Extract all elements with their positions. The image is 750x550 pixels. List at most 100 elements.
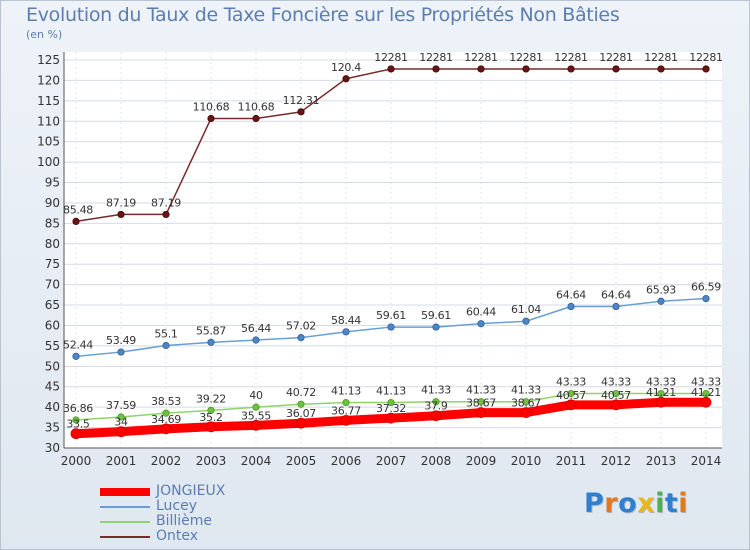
x-tick-label: 2001: [106, 454, 137, 468]
data-point: [702, 65, 710, 73]
data-label: 87.19: [151, 196, 181, 209]
data-label: 41.33: [421, 384, 451, 397]
y-tick-label: 50: [45, 359, 60, 373]
x-tick-label: 2012: [601, 454, 632, 468]
legend-item-billieme: Billième: [100, 514, 225, 529]
data-point: [207, 114, 215, 123]
data-label: 120.4: [331, 61, 361, 74]
x-tick-label: 2014: [691, 454, 722, 468]
y-tick-label: 70: [45, 278, 60, 292]
data-label: 41.13: [376, 385, 406, 398]
legend-label-jongieux: JONGIEUX: [156, 483, 226, 499]
data-point: [432, 323, 440, 331]
x-tick-label: 2006: [331, 454, 362, 468]
data-point: [72, 217, 80, 226]
data-point: [162, 341, 170, 350]
data-point: [522, 65, 530, 73]
data-point: [702, 389, 710, 398]
data-label: 35.2: [199, 411, 222, 424]
data-label: 56.44: [241, 322, 271, 335]
data-point: [385, 412, 397, 424]
data-point: [342, 398, 350, 407]
legend-swatch-billieme: [100, 521, 150, 523]
data-label: 53.49: [106, 334, 136, 347]
data-label: 64.64: [601, 289, 631, 302]
data-point: [612, 389, 620, 398]
y-tick-label: 100: [37, 155, 60, 169]
data-point: [72, 416, 80, 424]
x-tick-label: 2000: [61, 454, 92, 468]
data-label: 12281: [644, 51, 678, 64]
x-tick-label: 2010: [511, 454, 542, 468]
data-point: [565, 399, 577, 411]
data-label: 65.93: [646, 283, 676, 296]
legend-swatch-jongieux: [100, 488, 150, 496]
data-label: 41.33: [466, 384, 496, 397]
data-label: 43.33: [646, 376, 676, 389]
plot-area: [64, 52, 722, 448]
data-point: [72, 352, 80, 360]
data-label: 36.77: [331, 404, 361, 417]
logo-letter: i: [655, 488, 665, 519]
data-label: 43.33: [601, 376, 631, 389]
y-tick-label: 65: [45, 298, 60, 312]
proxiti-logo: Proxiti: [584, 488, 688, 519]
y-tick-label: 80: [45, 237, 60, 251]
legend-label-billieme: Billième: [156, 513, 213, 529]
data-label: 41.21: [646, 386, 676, 399]
data-label: 40.57: [601, 389, 631, 402]
y-tick-label: 95: [45, 176, 60, 190]
data-point: [477, 398, 485, 406]
data-label: 43.33: [691, 376, 721, 389]
logo-letter: x: [637, 488, 656, 519]
legend-item-jongieux: JONGIEUX: [100, 484, 225, 499]
data-label: 37.32: [376, 402, 406, 415]
data-point: [387, 65, 395, 73]
data-point: [432, 398, 440, 406]
logo-letter: r: [604, 488, 619, 519]
data-label: 12281: [419, 51, 453, 64]
data-point: [252, 336, 260, 344]
data-point: [520, 407, 532, 418]
data-point: [340, 414, 352, 426]
data-point: [387, 323, 395, 331]
data-label: 38.67: [466, 397, 496, 410]
data-label: 55.1: [154, 327, 177, 340]
data-label: 35.55: [241, 409, 271, 422]
legend-swatch-ontex: [100, 536, 150, 538]
logo-letter: o: [618, 488, 638, 519]
data-label: 38.67: [511, 397, 541, 410]
data-point: [612, 302, 620, 311]
data-label: 37.59: [106, 399, 136, 412]
chart-title: Evolution du Taux de Taxe Foncière sur l…: [26, 4, 620, 26]
data-label: 61.04: [511, 303, 541, 316]
data-point: [567, 389, 575, 398]
data-label: 34.69: [151, 413, 181, 426]
data-point: [295, 417, 307, 429]
x-tick-label: 2003: [196, 454, 227, 468]
data-point: [252, 403, 260, 411]
data-point: [477, 65, 485, 73]
data-point: [612, 65, 620, 73]
data-label: 58.44: [331, 314, 361, 327]
data-label: 39.22: [196, 392, 226, 405]
data-label: 43.33: [556, 376, 586, 389]
data-point: [117, 348, 125, 356]
data-point: [117, 210, 125, 219]
data-point: [700, 396, 712, 408]
y-tick-label: 85: [45, 216, 60, 230]
y-tick-label: 45: [45, 380, 60, 394]
data-label: 60.44: [466, 306, 496, 319]
y-axis-unit-label: (en %): [26, 28, 63, 41]
data-label: 12281: [689, 51, 723, 64]
data-point: [70, 428, 82, 440]
data-point: [475, 407, 487, 418]
data-point: [117, 413, 125, 421]
data-label: 52.44: [63, 338, 93, 351]
data-label: 36.86: [63, 402, 93, 415]
data-point: [522, 398, 530, 406]
data-point: [430, 410, 442, 422]
y-tick-label: 30: [45, 441, 60, 455]
x-tick-label: 2008: [421, 454, 452, 468]
logo-letter: P: [584, 488, 605, 519]
